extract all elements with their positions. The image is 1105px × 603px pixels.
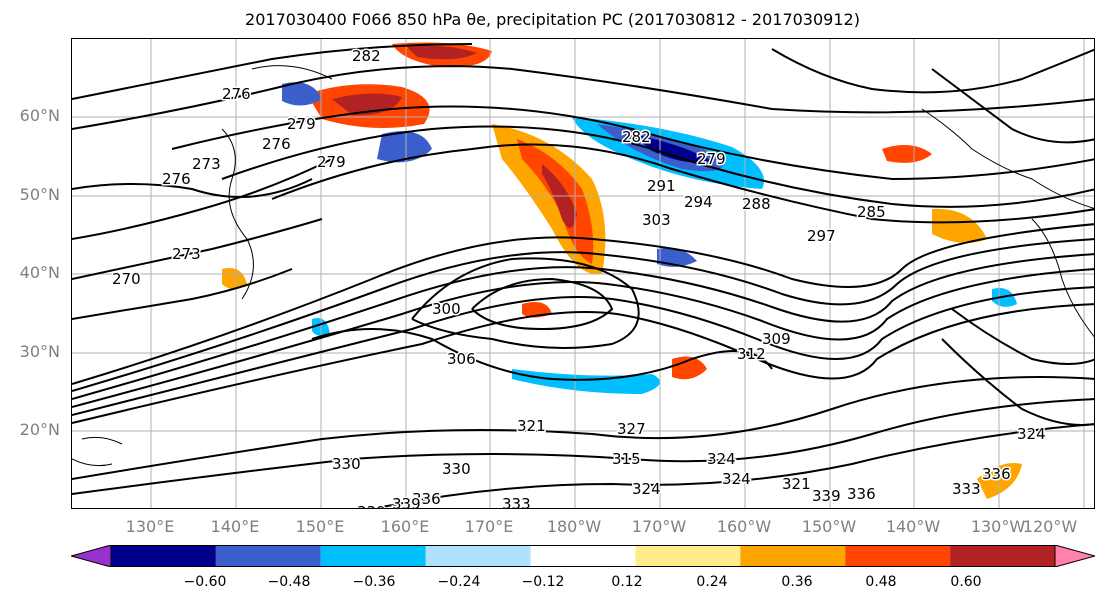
colorbar-cell: [950, 545, 1055, 567]
lon-label-140w: 140°W: [885, 517, 941, 536]
coastlines: [72, 65, 1094, 467]
colorbar-outline: [110, 545, 1056, 567]
lon-label-150e: 150°E: [295, 517, 345, 536]
colorbar-tick: −0.36: [352, 574, 396, 590]
contour-label: 333: [502, 495, 531, 509]
colorbar-extend-max: [1054, 545, 1095, 567]
map-title: 2017030400 F066 850 hPa θe, precipitatio…: [245, 10, 860, 29]
contour-label: 279: [287, 115, 316, 133]
graticule: [72, 39, 1094, 508]
lon-label-170w: 170°W: [631, 517, 687, 536]
colorbar-tick: −0.24: [437, 574, 481, 590]
contour-label: 273: [172, 245, 201, 263]
contour-label: 276: [162, 170, 191, 188]
colorbar-cell: [635, 545, 741, 567]
contour-label: 282: [352, 47, 381, 65]
colorbar-tick: −0.48: [267, 574, 311, 590]
colorbar-cells: [71, 545, 1095, 567]
contour-label: 336: [982, 465, 1011, 483]
contour-label: 330: [332, 455, 361, 473]
contour-label: 315: [612, 450, 641, 468]
colorbar-tick: −0.60: [183, 574, 227, 590]
colorbar-tick: 0.36: [781, 574, 813, 590]
theta-e-contours: [72, 43, 1094, 508]
contour-label: 321: [782, 475, 811, 493]
lon-label-130w: 130°W: [970, 517, 1026, 536]
colorbar-cell: [530, 545, 636, 567]
contour-label: 303: [642, 211, 671, 229]
contour-label: 276: [262, 135, 291, 153]
contour-label: 336: [412, 490, 441, 508]
contour-label: 327: [617, 420, 646, 438]
contour-label: 282: [622, 128, 651, 146]
colorbar-tick: 0.24: [696, 574, 728, 590]
lon-label-120w: 120°W: [1022, 517, 1078, 536]
lon-label-160w: 160°W: [716, 517, 772, 536]
contour-label: 279: [317, 153, 346, 171]
contour-label: 330: [442, 460, 471, 478]
shading-layer: [222, 42, 1022, 499]
contour-label: 324: [707, 450, 736, 468]
contour-label: 279: [697, 150, 726, 168]
lon-label-150w: 150°W: [801, 517, 857, 536]
lon-label-180w: 180°W: [546, 517, 602, 536]
contour-label: 339: [357, 503, 386, 509]
lon-label-170e: 170°E: [464, 517, 514, 536]
colorbar-extend-min: [71, 545, 112, 567]
contour-label: 324: [722, 470, 751, 488]
contour-label: 339: [812, 487, 841, 505]
contour-label: 321: [517, 417, 546, 435]
contour-label: 285: [857, 203, 886, 221]
colorbar-tick: 0.12: [611, 574, 643, 590]
contour-label: 339: [392, 495, 421, 509]
contour-label: 294: [684, 193, 713, 211]
contour-label: 276: [222, 85, 251, 103]
colorbar-tick: 0.48: [865, 574, 897, 590]
colorbar-cell: [215, 545, 321, 567]
colorbar-tick: 0.60: [950, 574, 982, 590]
colorbar-cell: [845, 545, 951, 567]
lat-label-20n: 20°N: [19, 420, 60, 439]
lat-label-60n: 60°N: [19, 106, 60, 125]
contour-label: 300: [432, 300, 461, 318]
lon-label-130e: 130°E: [125, 517, 175, 536]
contour-label: 288: [742, 195, 771, 213]
colorbar-cell: [425, 545, 531, 567]
contour-label: 312: [737, 345, 766, 363]
contour-label: 336: [847, 485, 876, 503]
lat-label-50n: 50°N: [19, 185, 60, 204]
map-panel: 282 276 279 276 273 276 273 270 279 282 279 291 294 2…: [71, 38, 1095, 509]
lat-label-30n: 30°N: [19, 342, 60, 361]
colorbar-cell: [320, 545, 426, 567]
contour-label: 324: [632, 480, 661, 498]
contour-label: 273: [192, 155, 221, 173]
colorbar: [71, 545, 1095, 567]
lon-label-140e: 140°E: [210, 517, 260, 536]
contour-label: 306: [447, 350, 476, 368]
colorbar-cell: [111, 545, 216, 567]
contour-label: 309: [762, 330, 791, 348]
contour-label: 333: [952, 480, 981, 498]
contour-label: 270: [112, 270, 141, 288]
contour-label: 297: [807, 227, 836, 245]
contour-label: 324: [1017, 425, 1046, 443]
colorbar-cell: [740, 545, 846, 567]
lat-label-40n: 40°N: [19, 263, 60, 282]
lon-label-160e: 160°E: [380, 517, 430, 536]
contour-label: 291: [647, 177, 676, 195]
colorbar-tick: −0.12: [521, 574, 565, 590]
